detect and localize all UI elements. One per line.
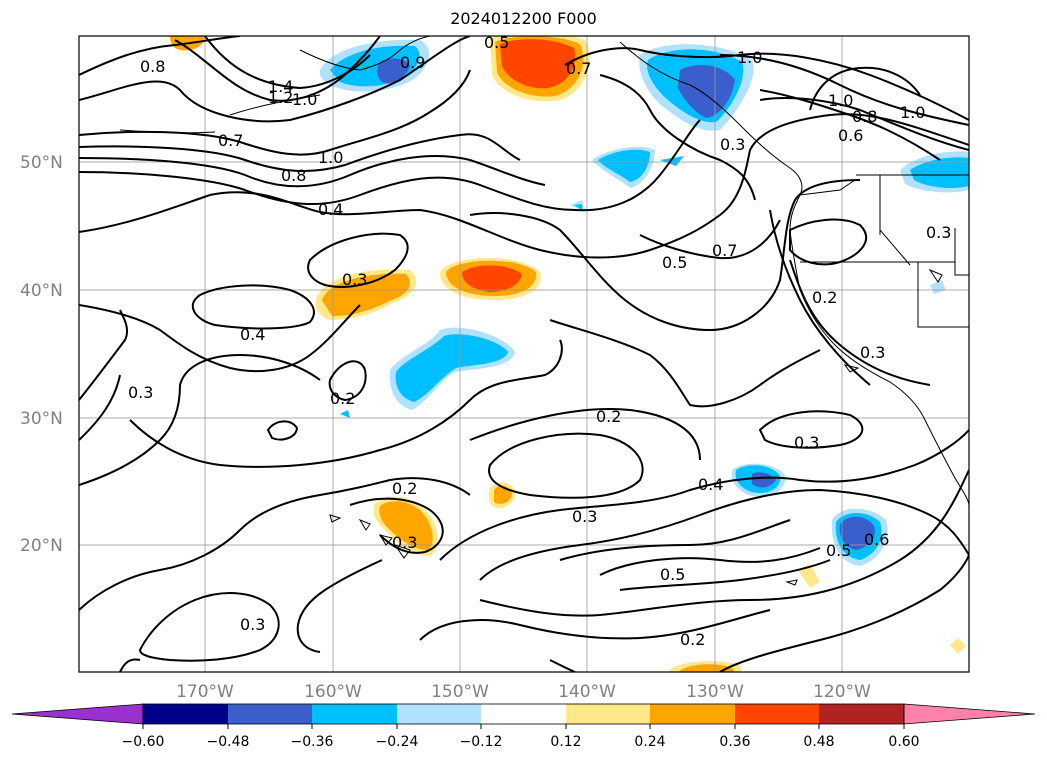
contour-label: 1.0 [318,148,343,167]
lon-label-170w: 170°W [176,682,234,702]
colorbar: −0.60 −0.48 −0.36 −0.24 −0.12 0.12 0.24 … [11,703,1036,750]
colorbar-extend-right [903,703,1036,725]
contour-label: 1.0 [737,48,762,67]
colorbar-tick-label: −0.12 [460,734,503,750]
contour-label: 0.2 [596,407,621,426]
contour-label: 0.2 [812,288,837,307]
contour-label-group: 0.8 1.4 1.2 1.0 0.9 0.5 0.7 1.0 1.0 0.8 … [128,33,951,649]
contour-label: 0.2 [392,479,417,498]
map-frame [78,35,970,673]
lon-label-160w: 160°W [304,682,362,702]
colorbar-tick-label: −0.36 [291,734,334,750]
contour-label: 0.6 [838,126,863,145]
contour-label: 0.3 [926,223,951,242]
contour-label: 1.0 [292,90,317,109]
colorbar-segment [312,704,397,724]
contour-label: 0.5 [662,253,687,272]
colorbar-tick-label: 0.48 [803,734,834,750]
contour-label: 1.4 [268,77,293,96]
contour-label: 0.3 [342,270,367,289]
lat-label-30n: 30°N [20,409,63,429]
lon-label-120w: 120°W [813,682,871,702]
contour-label: 0.8 [281,166,306,185]
colorbar-tick-label: 0.24 [634,734,665,750]
colorbar-tick-label: −0.24 [376,734,419,750]
contour-label: 0.3 [128,383,153,402]
lat-label-50n: 50°N [20,153,63,173]
lat-label-20n: 20°N [20,536,63,556]
colorbar-segment [397,704,481,724]
contour-label: 0.2 [680,630,705,649]
contour-label: 0.3 [720,135,745,154]
lon-label-150w: 150°W [431,682,489,702]
contour-label: 0.2 [330,389,355,408]
contour-label: 0.5 [484,33,509,52]
contour-label: 0.3 [240,615,265,634]
contour-label: 0.7 [712,241,737,260]
lon-label-140w: 140°W [558,682,616,702]
colorbar-segment [143,704,228,724]
contour-label: 0.5 [660,565,685,584]
contour-label: 0.3 [392,533,417,552]
colorbar-segment [819,704,904,724]
contour-label: 0.6 [864,530,889,549]
contour-lines [79,36,969,672]
contour-label: 1.0 [900,103,925,122]
contour-label: 0.4 [240,325,265,344]
colorbar-tick-label: 0.60 [888,734,919,750]
grid-lines [79,36,969,672]
contour-label: 0.4 [698,475,723,494]
contour-label: 0.5 [826,541,851,560]
contour-label: 0.8 [140,57,165,76]
coastline [119,36,969,586]
map-area [79,36,969,672]
contour-label: 0.4 [318,200,343,219]
colorbar-extend-left [11,703,144,725]
colorbar-segment [566,704,650,724]
colorbar-segment [481,704,566,724]
contour-label: 0.3 [794,433,819,452]
contour-label: 1.2 [268,88,293,107]
map-title: 2024012200 F000 [450,9,597,28]
contour-label: 0.8 [852,107,877,126]
colorbar-segment [735,704,819,724]
colorbar-tick-label: 0.12 [550,734,581,750]
colorbar-tick-label: 0.36 [719,734,750,750]
colorbar-segment [228,704,312,724]
colorbar-tick-label: −0.60 [122,734,165,750]
contour-label: 1.0 [828,91,853,110]
lat-label-40n: 40°N [20,281,63,301]
longitude-labels: 170°W 160°W 150°W 140°W 130°W 120°W [176,682,871,702]
contour-label: 0.9 [400,53,425,72]
colorbar-segment [650,704,735,724]
contour-label: 0.3 [572,507,597,526]
contour-label: 0.7 [566,59,591,78]
colorbar-tick-label: −0.48 [207,734,250,750]
latitude-labels: 50°N 40°N 30°N 20°N [20,153,63,556]
contour-label: 0.7 [218,131,243,150]
lon-label-130w: 130°W [686,682,744,702]
contour-label: 0.3 [860,343,885,362]
